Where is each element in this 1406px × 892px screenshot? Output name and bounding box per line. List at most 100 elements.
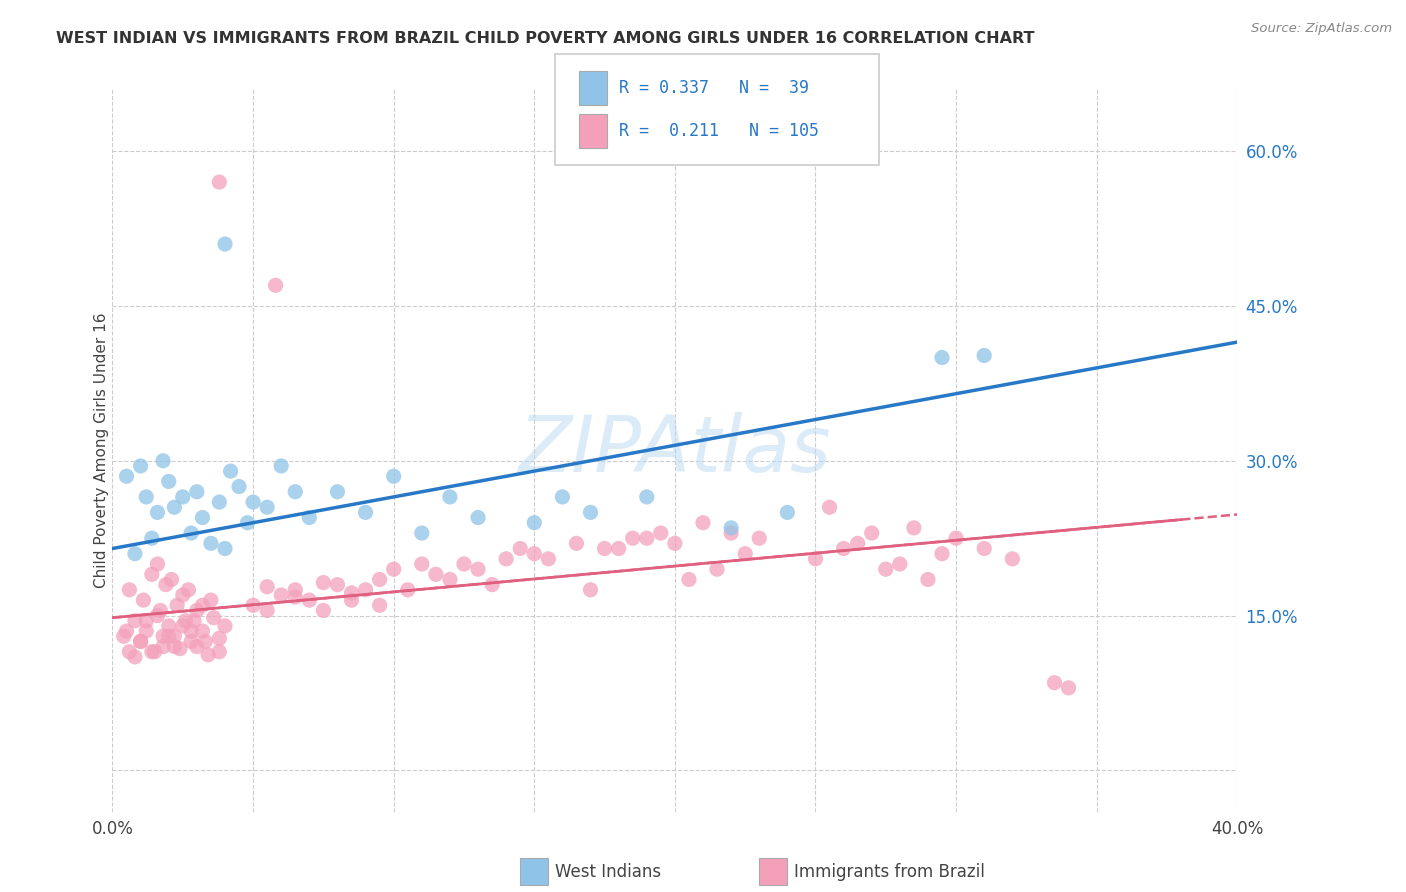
Point [214, 237, 236, 252]
Point [256, 603, 278, 617]
Point [565, 536, 588, 550]
Point [124, 547, 146, 561]
Point [832, 541, 855, 556]
Point [734, 547, 756, 561]
Point [973, 349, 995, 363]
Point [118, 582, 141, 597]
Point [298, 510, 321, 524]
Point [152, 640, 174, 654]
Point [132, 593, 155, 607]
Point [200, 536, 222, 550]
Point [312, 603, 335, 617]
Point [115, 469, 138, 483]
Point [208, 632, 231, 646]
Point [481, 577, 503, 591]
Point [523, 547, 546, 561]
Point [141, 567, 163, 582]
Point [186, 603, 208, 617]
Point [1043, 675, 1066, 690]
Point [326, 577, 349, 591]
Point [129, 634, 152, 648]
Point [141, 531, 163, 545]
Text: R =  0.211   N = 105: R = 0.211 N = 105 [619, 122, 818, 140]
Point [242, 495, 264, 509]
Point [551, 490, 574, 504]
Point [177, 582, 200, 597]
Point [425, 567, 447, 582]
Point [208, 495, 231, 509]
Point [312, 575, 335, 590]
Point [135, 624, 157, 639]
Point [270, 458, 292, 473]
Point [163, 500, 186, 515]
Point [202, 610, 225, 624]
Point [214, 619, 236, 633]
Point [748, 531, 770, 545]
Point [228, 480, 250, 494]
Point [720, 526, 742, 541]
Point [135, 614, 157, 628]
Point [903, 521, 925, 535]
Point [453, 557, 475, 571]
Point [621, 531, 644, 545]
Point [172, 619, 194, 633]
Point [124, 649, 146, 664]
Point [411, 526, 433, 541]
Point [1001, 551, 1024, 566]
Point [180, 634, 202, 648]
Point [200, 593, 222, 607]
Point [860, 526, 883, 541]
Point [411, 557, 433, 571]
Point [593, 541, 616, 556]
Point [118, 645, 141, 659]
Point [579, 505, 602, 519]
Point [396, 582, 419, 597]
Point [523, 516, 546, 530]
Point [163, 629, 186, 643]
Point [129, 634, 152, 648]
Point [149, 603, 172, 617]
Point [172, 490, 194, 504]
Text: WEST INDIAN VS IMMIGRANTS FROM BRAZIL CHILD POVERTY AMONG GIRLS UNDER 16 CORRELA: WEST INDIAN VS IMMIGRANTS FROM BRAZIL CH… [56, 31, 1035, 46]
Point [163, 640, 186, 654]
Point [172, 588, 194, 602]
Text: R = 0.337   N =  39: R = 0.337 N = 39 [619, 79, 808, 97]
Point [146, 557, 169, 571]
Point [579, 582, 602, 597]
Text: West Indians: West Indians [555, 863, 661, 881]
Text: Immigrants from Brazil: Immigrants from Brazil [794, 863, 986, 881]
Point [284, 590, 307, 604]
Point [129, 458, 152, 473]
Point [284, 582, 307, 597]
Point [180, 526, 202, 541]
Point [174, 614, 197, 628]
Point [256, 500, 278, 515]
Point [115, 624, 138, 639]
Point [143, 645, 166, 659]
Point [467, 510, 489, 524]
Point [368, 599, 391, 613]
Point [219, 464, 242, 478]
Point [256, 580, 278, 594]
Point [467, 562, 489, 576]
Point [166, 599, 188, 613]
Point [191, 599, 214, 613]
Point [186, 640, 208, 654]
Point [326, 484, 349, 499]
Point [169, 641, 191, 656]
Point [157, 619, 180, 633]
Point [264, 278, 287, 293]
Point [917, 573, 939, 587]
Point [242, 599, 264, 613]
Point [157, 629, 180, 643]
Point [931, 351, 953, 365]
Point [439, 490, 461, 504]
Point [155, 577, 177, 591]
Point [692, 516, 714, 530]
Point [112, 629, 135, 643]
Text: Source: ZipAtlas.com: Source: ZipAtlas.com [1251, 22, 1392, 36]
Point [607, 541, 630, 556]
Point [141, 645, 163, 659]
Point [636, 490, 658, 504]
Point [208, 645, 231, 659]
